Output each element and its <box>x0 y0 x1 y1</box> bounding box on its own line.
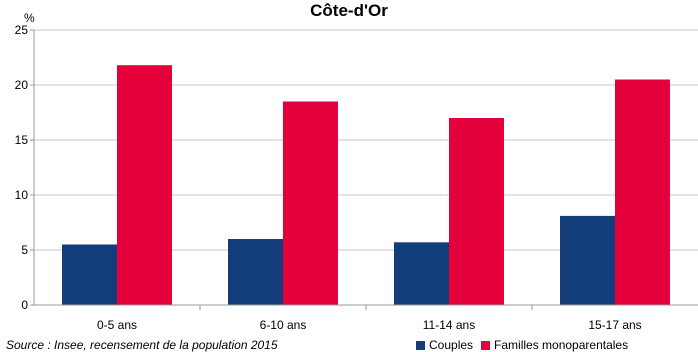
bar-familles-1 <box>283 101 338 305</box>
legend-swatch-couples <box>416 340 425 350</box>
y-tick-label-0: 0 <box>21 298 28 312</box>
legend-item-couples: Couples <box>416 338 473 352</box>
x-tick-labels: 0-5 ans 6-10 ans 11-14 ans 15-17 ans <box>97 318 642 332</box>
x-tick-label-2: 11-14 ans <box>423 318 475 332</box>
legend-swatch-familles <box>481 340 491 350</box>
bar-couples-1 <box>228 239 283 305</box>
y-tick-label-5: 5 <box>21 243 28 257</box>
x-tick-label-1: 6-10 ans <box>260 318 307 332</box>
axes <box>33 30 698 310</box>
legend: Couples Familles monoparentales <box>416 338 636 352</box>
bar-couples-3 <box>560 215 615 305</box>
x-tick-label-0: 0-5 ans <box>97 318 137 332</box>
y-tick-label-10: 10 <box>15 188 29 202</box>
legend-label-familles: Familles monoparentales <box>494 338 629 352</box>
bar-couples-0 <box>62 244 117 305</box>
x-tick-label-3: 15-17 ans <box>588 318 641 332</box>
y-tick-label-20: 20 <box>15 78 29 92</box>
bar-familles-3 <box>615 79 670 305</box>
bars <box>62 65 670 305</box>
y-tick-labels: 0 5 10 15 20 25 <box>15 23 29 312</box>
y-tick-label-25: 25 <box>15 23 29 37</box>
y-tick-label-15: 15 <box>15 133 29 147</box>
legend-item-familles: Familles monoparentales <box>481 338 628 352</box>
legend-label-couples: Couples <box>429 338 474 352</box>
bar-couples-2 <box>394 242 449 305</box>
bar-familles-0 <box>117 65 172 305</box>
bar-familles-2 <box>449 118 504 305</box>
y-axis-unit: % <box>24 11 35 25</box>
chart-title: Côte-d'Or <box>310 1 388 20</box>
source-note: Source : Insee, recensement de la popula… <box>6 338 278 352</box>
